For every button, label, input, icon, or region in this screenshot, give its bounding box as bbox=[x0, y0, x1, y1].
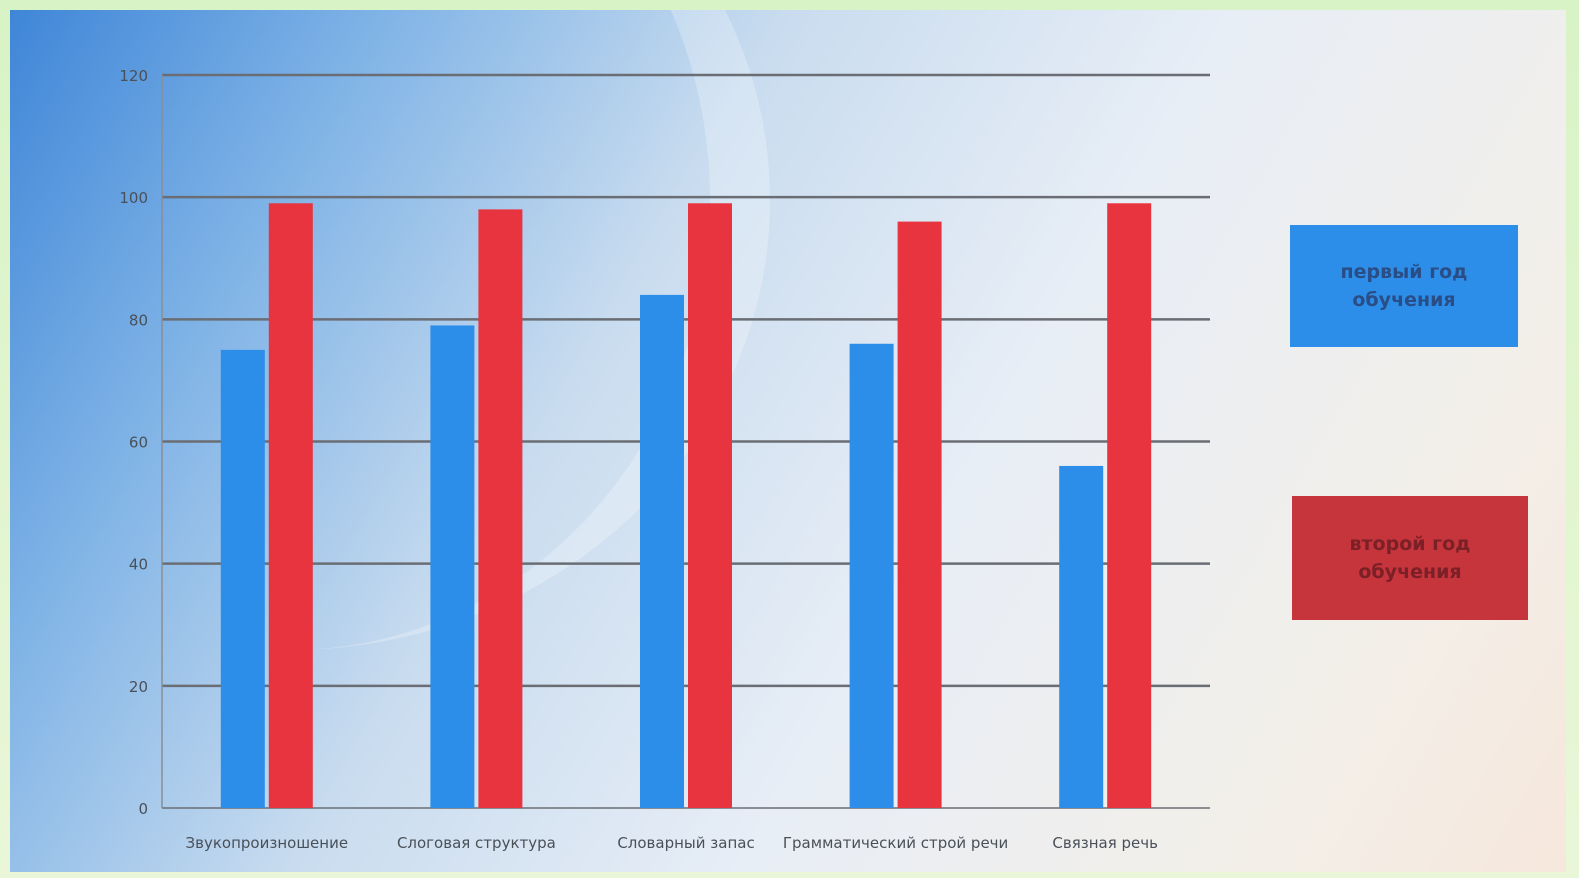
legend-item-second-year: второй год обучения bbox=[1292, 496, 1528, 620]
bar-chart: 0 20 40 60 80 100 120 Звукопроизношение Слоговая… bbox=[119, 67, 1210, 852]
x-tick-label: Грамматический строй речи bbox=[783, 834, 1008, 852]
bar-layer bbox=[220, 203, 1152, 809]
bar-series1-5 bbox=[1059, 465, 1104, 808]
legend-item-first-year: первый год обучения bbox=[1290, 225, 1518, 347]
legend-label-first-year: первый год обучения bbox=[1340, 260, 1468, 312]
x-tick-label: Звукопроизношение bbox=[186, 834, 349, 852]
legend-label-second-year: второй год обучения bbox=[1349, 532, 1471, 584]
slide-background: 0 20 40 60 80 100 120 Звукопроизношение Слоговая… bbox=[10, 10, 1566, 872]
bar-series1-1 bbox=[220, 349, 265, 808]
y-tick-label: 0 bbox=[138, 800, 148, 818]
x-tick-label: Словарный запас bbox=[617, 834, 754, 852]
bar-series2-2 bbox=[478, 209, 523, 809]
y-tick-label: 40 bbox=[129, 556, 148, 574]
x-tick-label: Слоговая структура bbox=[397, 834, 556, 852]
y-tick-label: 60 bbox=[129, 434, 148, 452]
y-tick-label: 20 bbox=[129, 678, 148, 696]
bar-series2-4 bbox=[897, 221, 942, 809]
y-tick-label: 120 bbox=[119, 67, 148, 85]
bar-series2-5 bbox=[1107, 203, 1152, 808]
bar-series1-4 bbox=[849, 343, 894, 808]
y-tick-label: 100 bbox=[119, 189, 148, 207]
bar-series1-3 bbox=[640, 294, 684, 808]
bar-series2-1 bbox=[268, 203, 313, 808]
bar-series2-3 bbox=[688, 203, 732, 808]
x-tick-label: Связная речь bbox=[1052, 834, 1158, 852]
label-layer: 0 20 40 60 80 100 120 Звукопроизношение Слоговая… bbox=[119, 67, 1158, 852]
grid-layer bbox=[161, 73, 1210, 809]
bar-series1-2 bbox=[430, 325, 475, 808]
y-tick-label: 80 bbox=[129, 311, 148, 329]
